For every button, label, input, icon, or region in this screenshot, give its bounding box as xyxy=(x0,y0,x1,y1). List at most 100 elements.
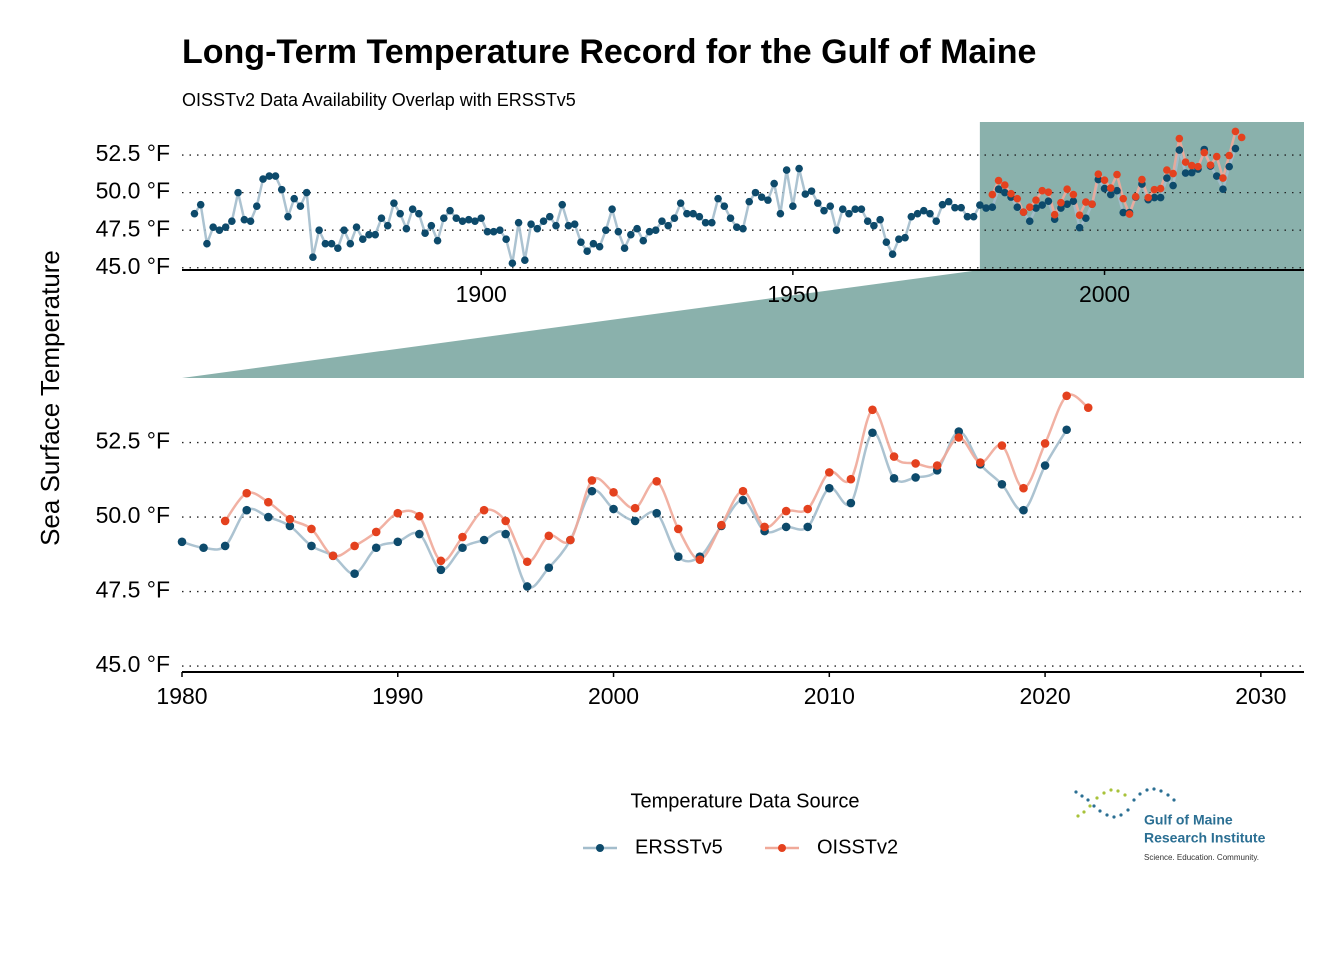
zoom-connector xyxy=(182,270,1304,378)
data-point xyxy=(1062,425,1071,435)
data-point xyxy=(1075,223,1084,232)
data-point xyxy=(781,506,791,516)
data-point xyxy=(1063,185,1071,193)
data-point xyxy=(371,527,381,537)
data-point xyxy=(228,217,236,225)
data-point xyxy=(415,511,424,521)
data-point xyxy=(988,203,997,211)
logo-tagline: Science. Education. Community. xyxy=(1144,853,1259,862)
data-point xyxy=(307,524,316,534)
data-point xyxy=(577,238,585,247)
data-point xyxy=(277,185,286,194)
data-point xyxy=(290,194,299,203)
data-point xyxy=(726,214,735,222)
data-point xyxy=(1169,169,1177,178)
legend-title: Temperature Data Source xyxy=(630,790,859,812)
y-tick-label: 45.0 °F xyxy=(96,651,170,677)
data-point xyxy=(630,516,640,526)
data-point xyxy=(471,217,479,225)
data-point xyxy=(1063,200,1071,208)
data-point xyxy=(701,218,710,227)
data-point xyxy=(652,508,661,518)
data-point xyxy=(889,474,899,483)
data-point xyxy=(888,250,897,259)
data-point xyxy=(1156,193,1165,202)
data-point xyxy=(284,212,292,221)
data-point xyxy=(483,227,492,236)
legend-swatch-point xyxy=(596,844,604,852)
data-point xyxy=(234,188,242,197)
data-point xyxy=(614,227,623,236)
data-point xyxy=(1125,210,1134,218)
data-point xyxy=(570,220,579,228)
data-point xyxy=(1119,208,1128,217)
data-point xyxy=(911,473,920,482)
data-point xyxy=(969,212,978,221)
data-point xyxy=(383,221,392,230)
data-point xyxy=(436,556,446,566)
data-point xyxy=(393,537,403,547)
data-point xyxy=(396,209,404,218)
data-point xyxy=(738,486,748,496)
data-point xyxy=(997,441,1007,450)
data-point xyxy=(982,204,990,212)
x-tick-label: 1900 xyxy=(456,281,507,307)
data-point xyxy=(1231,127,1240,136)
data-point xyxy=(639,236,648,245)
data-point xyxy=(1231,144,1240,153)
data-point xyxy=(801,190,810,198)
logo-helix-accent xyxy=(1076,788,1127,818)
data-point xyxy=(1131,192,1140,201)
data-point xyxy=(177,537,187,547)
data-point xyxy=(851,205,859,213)
data-point xyxy=(196,200,205,209)
data-point xyxy=(717,520,726,530)
logo: Gulf of Maine Research Institute Science… xyxy=(1074,787,1266,862)
data-point xyxy=(271,172,280,180)
data-point xyxy=(1040,439,1050,448)
data-point xyxy=(522,557,532,567)
data-point xyxy=(1019,208,1028,216)
y-axis-label: Sea Surface Temperature xyxy=(35,250,65,546)
data-point xyxy=(954,433,964,442)
data-point xyxy=(1200,148,1209,157)
data-point xyxy=(1194,162,1202,171)
data-point xyxy=(789,202,797,210)
data-point xyxy=(220,541,230,551)
data-point xyxy=(895,235,903,243)
data-point xyxy=(427,221,436,230)
data-point xyxy=(321,239,330,248)
data-point xyxy=(913,209,922,218)
data-point xyxy=(857,205,866,213)
data-point xyxy=(820,206,828,215)
data-point xyxy=(203,239,211,248)
data-point xyxy=(845,209,853,218)
data-point xyxy=(1163,166,1171,174)
data-point xyxy=(1069,197,1078,205)
data-point xyxy=(676,199,685,207)
x-tick-label: 1980 xyxy=(156,683,207,709)
data-point xyxy=(533,224,542,233)
data-point xyxy=(1188,161,1196,170)
data-point xyxy=(583,247,591,256)
data-point xyxy=(1094,175,1103,184)
data-point xyxy=(764,196,772,204)
data-point xyxy=(901,233,909,242)
data-point xyxy=(868,428,877,438)
data-point xyxy=(919,206,928,215)
data-point xyxy=(868,405,877,415)
data-point xyxy=(246,217,255,225)
data-point xyxy=(664,221,672,230)
data-point xyxy=(552,221,560,230)
data-point xyxy=(745,197,754,206)
data-point xyxy=(609,504,618,514)
data-point xyxy=(683,209,691,218)
data-point xyxy=(514,218,523,227)
data-point xyxy=(1181,169,1190,177)
logo-name: Research Institute xyxy=(1144,830,1266,846)
data-point xyxy=(334,244,342,253)
legend-swatch-point xyxy=(778,844,786,852)
data-point xyxy=(1225,162,1233,171)
data-point xyxy=(242,505,252,515)
